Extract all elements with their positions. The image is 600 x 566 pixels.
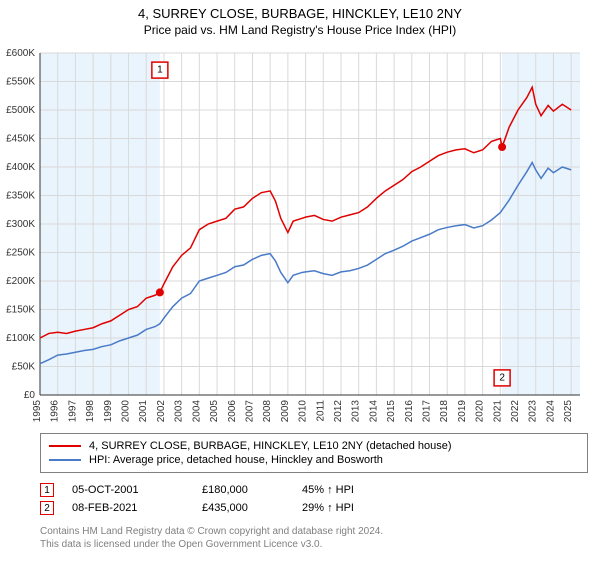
svg-text:£600K: £600K [6, 48, 35, 59]
svg-text:£0: £0 [24, 390, 36, 401]
svg-text:1: 1 [157, 65, 163, 76]
svg-text:£400K: £400K [6, 162, 35, 173]
svg-text:£550K: £550K [6, 77, 35, 88]
legend-item-hpi: HPI: Average price, detached house, Hinc… [49, 454, 579, 466]
footer-line1: Contains HM Land Registry data © Crown c… [40, 525, 588, 538]
table-row: 2 08-FEB-2021 £435,000 29% ↑ HPI [40, 501, 588, 515]
svg-text:2010: 2010 [298, 400, 309, 423]
svg-text:2016: 2016 [404, 400, 415, 423]
svg-text:£100K: £100K [6, 333, 35, 344]
svg-text:£150K: £150K [6, 305, 35, 316]
svg-text:£250K: £250K [6, 248, 35, 259]
table-row: 1 05-OCT-2001 £180,000 45% ↑ HPI [40, 483, 588, 497]
point-price-2: £435,000 [202, 502, 302, 514]
svg-text:£50K: £50K [12, 362, 36, 373]
svg-text:£350K: £350K [6, 191, 35, 202]
svg-text:2021: 2021 [492, 400, 503, 423]
svg-text:2002: 2002 [156, 400, 167, 423]
svg-text:£300K: £300K [6, 219, 35, 230]
svg-text:2023: 2023 [528, 400, 539, 423]
legend-item-price-paid: 4, SURREY CLOSE, BURBAGE, HINCKLEY, LE10… [49, 440, 579, 452]
legend-box: 4, SURREY CLOSE, BURBAGE, HINCKLEY, LE10… [40, 433, 588, 473]
svg-text:2006: 2006 [227, 400, 238, 423]
svg-text:2014: 2014 [368, 400, 379, 423]
svg-text:2020: 2020 [475, 400, 486, 423]
legend-label-hpi: HPI: Average price, detached house, Hinc… [89, 454, 383, 466]
svg-text:2019: 2019 [457, 400, 468, 423]
point-date-2: 08-FEB-2021 [72, 502, 202, 514]
svg-text:1995: 1995 [32, 400, 43, 423]
svg-text:2015: 2015 [386, 400, 397, 423]
svg-text:1996: 1996 [50, 400, 61, 423]
footer-attribution: Contains HM Land Registry data © Crown c… [40, 525, 588, 551]
svg-text:1998: 1998 [85, 400, 96, 423]
svg-text:2008: 2008 [262, 400, 273, 423]
svg-text:2005: 2005 [209, 400, 220, 423]
svg-text:2000: 2000 [121, 400, 132, 423]
svg-text:2018: 2018 [439, 400, 450, 423]
footer-line2: This data is licensed under the Open Gov… [40, 538, 588, 551]
svg-text:2011: 2011 [315, 400, 326, 422]
chart-title-address: 4, SURREY CLOSE, BURBAGE, HINCKLEY, LE10… [0, 6, 600, 21]
svg-text:2022: 2022 [510, 400, 521, 423]
svg-text:2024: 2024 [545, 400, 556, 423]
price-chart-svg: £0 £50K £100K £150K £200K £250K £300K £350K £400… [0, 45, 588, 425]
svg-text:2004: 2004 [191, 400, 202, 423]
svg-text:2017: 2017 [422, 400, 433, 423]
sale-points-table: 1 05-OCT-2001 £180,000 45% ↑ HPI 2 08-FE… [40, 483, 588, 515]
chart-subtitle: Price paid vs. HM Land Registry's House … [0, 23, 600, 37]
svg-text:£200K: £200K [6, 276, 35, 287]
svg-text:2025: 2025 [563, 400, 574, 423]
legend-swatch-blue [49, 459, 81, 461]
svg-text:2003: 2003 [174, 400, 185, 423]
svg-text:2007: 2007 [244, 400, 255, 423]
svg-text:£500K: £500K [6, 105, 35, 116]
svg-text:2001: 2001 [138, 400, 149, 423]
point-pct-2: 29% ↑ HPI [302, 502, 422, 514]
svg-text:2: 2 [499, 372, 505, 383]
point-price-1: £180,000 [202, 484, 302, 496]
svg-text:2009: 2009 [280, 400, 291, 423]
svg-text:2013: 2013 [351, 400, 362, 423]
svg-text:1997: 1997 [67, 400, 78, 423]
legend-swatch-red [49, 445, 81, 447]
svg-text:1999: 1999 [103, 400, 114, 423]
point-date-1: 05-OCT-2001 [72, 484, 202, 496]
point-pct-1: 45% ↑ HPI [302, 484, 422, 496]
svg-text:2012: 2012 [333, 400, 344, 423]
svg-text:£450K: £450K [6, 134, 35, 145]
point-marker-1: 1 [40, 483, 54, 497]
point-marker-2: 2 [40, 501, 54, 515]
chart-area: £0 £50K £100K £150K £200K £250K £300K £350K £400… [0, 45, 588, 425]
legend-label-price-paid: 4, SURREY CLOSE, BURBAGE, HINCKLEY, LE10… [89, 440, 452, 452]
